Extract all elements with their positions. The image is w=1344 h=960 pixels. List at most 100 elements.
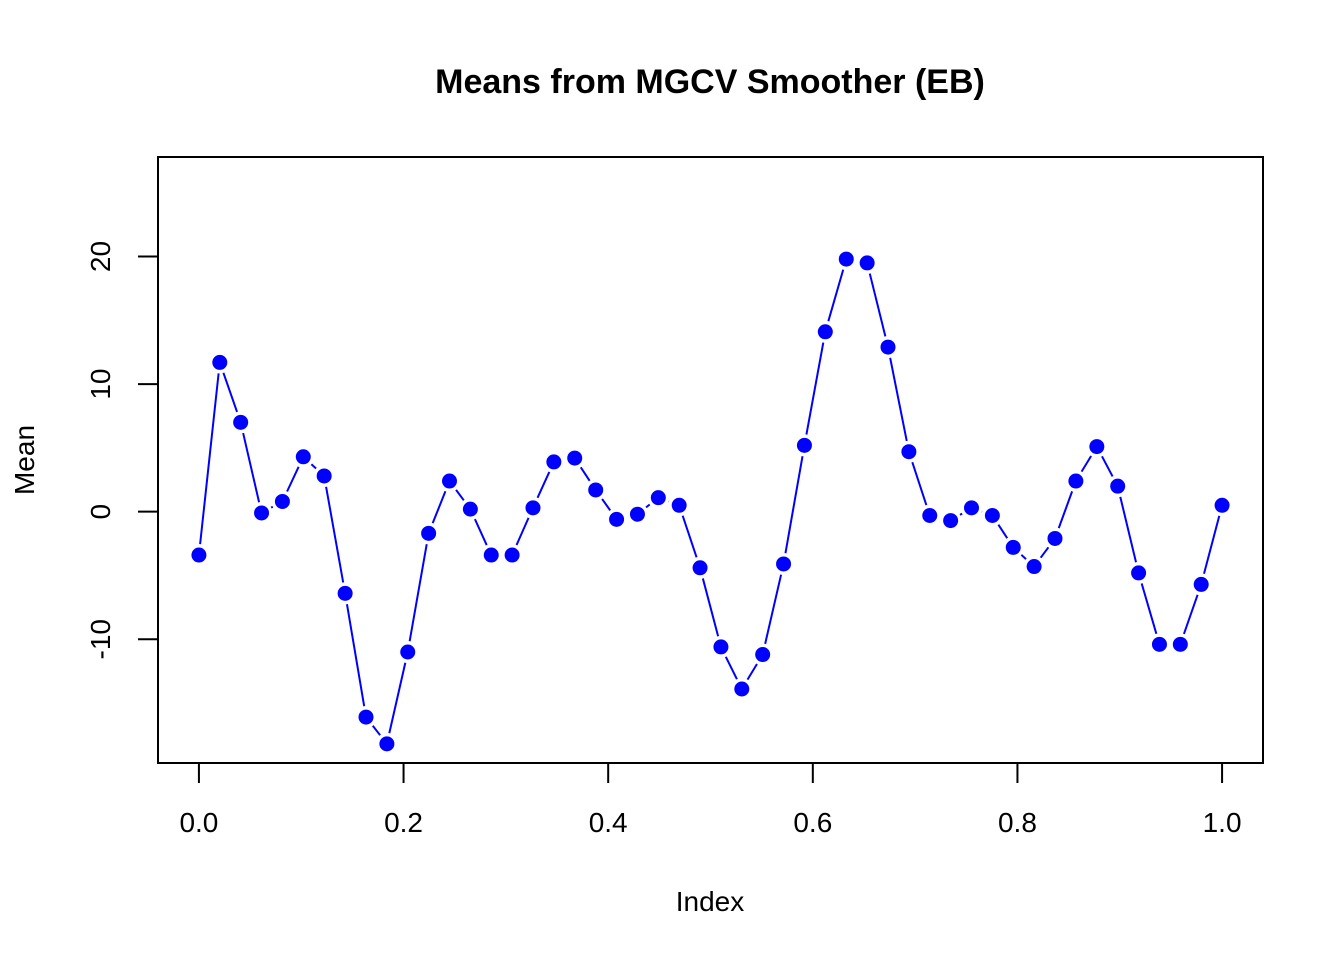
y-axis: -10 0 10 20 [85, 241, 159, 659]
data-point [254, 505, 270, 521]
data-point [964, 500, 980, 516]
data-point [546, 454, 562, 470]
y-tick-label: -10 [85, 619, 116, 659]
chart-title: Means from MGCV Smoother (EB) [435, 63, 985, 101]
x-tick-label: 0.6 [793, 807, 832, 838]
series-segment [805, 342, 825, 435]
series-segment [645, 503, 651, 509]
data-point [817, 324, 833, 340]
data-point [609, 511, 625, 527]
series-segment [1183, 594, 1199, 635]
data-point [713, 639, 729, 655]
series-segment [1020, 554, 1027, 560]
series-segment [1039, 546, 1050, 559]
x-tick-label: 0.8 [998, 807, 1037, 838]
data-point [525, 500, 541, 516]
y-tick-label: 20 [85, 241, 116, 272]
x-axis-label: Index [676, 886, 745, 917]
data-point [295, 449, 311, 465]
data-point [316, 468, 332, 484]
data-point [1026, 559, 1042, 575]
data-point [984, 507, 1000, 523]
series-segment [681, 515, 698, 558]
x-axis: 0.0 0.2 0.4 0.6 0.8 1.0 [179, 762, 1242, 838]
data-point [629, 506, 645, 522]
series-segment [286, 466, 300, 492]
data-point [796, 437, 812, 453]
data-point [504, 547, 520, 563]
series-segment [868, 273, 887, 337]
series-segment [1080, 455, 1092, 473]
series-segment [1203, 515, 1221, 575]
series-segment [1101, 455, 1114, 477]
data-point [567, 450, 583, 466]
data-point [462, 501, 478, 517]
data-point [1110, 478, 1126, 494]
series-segment [889, 357, 908, 442]
series-segment [222, 372, 238, 413]
data-point [922, 507, 938, 523]
data-point [1193, 576, 1209, 592]
series-segment [701, 578, 720, 637]
plot-frame [157, 156, 1264, 764]
series-layer [191, 251, 1230, 752]
data-point [379, 736, 395, 752]
data-point [191, 547, 207, 563]
data-point [1214, 497, 1230, 513]
y-axis-label: Mean [9, 425, 40, 495]
data-point [483, 547, 499, 563]
data-point [588, 482, 604, 498]
data-point [1151, 636, 1167, 652]
series-segment [764, 574, 783, 645]
series-segment [579, 466, 591, 482]
data-point [274, 493, 290, 509]
x-tick-label: 0.0 [179, 807, 218, 838]
data-point [943, 513, 959, 529]
series-segment [388, 662, 407, 734]
data-point [692, 560, 708, 576]
series-segment [515, 517, 530, 546]
data-point [441, 473, 457, 489]
series-segment [1119, 496, 1137, 563]
series-segment [959, 512, 963, 516]
data-point [358, 709, 374, 725]
y-tick-label: 0 [85, 504, 116, 520]
data-point [650, 490, 666, 506]
y-tick-label: 10 [85, 369, 116, 400]
data-point [1172, 636, 1188, 652]
data-point [838, 251, 854, 267]
series-segment [325, 486, 345, 583]
series-segment [1057, 491, 1074, 529]
data-point [212, 354, 228, 370]
series-segment [408, 544, 428, 642]
x-tick-label: 1.0 [1203, 807, 1242, 838]
data-point [734, 681, 750, 697]
data-point [1047, 530, 1063, 546]
data-point [233, 414, 249, 430]
data-point [776, 556, 792, 572]
data-point [337, 585, 353, 601]
data-point [755, 647, 771, 663]
series-segment [724, 656, 738, 680]
series-segment [371, 725, 381, 736]
series-segment [455, 489, 465, 501]
series-segment [242, 432, 261, 503]
data-point [1131, 565, 1147, 581]
data-point [421, 525, 437, 541]
data-point [880, 339, 896, 355]
series-segment [345, 604, 366, 707]
data-point [1005, 539, 1021, 555]
series-segment [784, 455, 804, 554]
data-point [901, 444, 917, 460]
data-point [400, 644, 416, 660]
data-point [671, 497, 687, 513]
x-tick-label: 0.2 [384, 807, 423, 838]
data-point [1089, 439, 1105, 455]
data-point [859, 255, 875, 271]
series-segment [310, 463, 317, 470]
series-segment [474, 518, 488, 546]
series-segment [431, 490, 447, 524]
series-segment [911, 461, 928, 506]
series-segment [536, 471, 551, 499]
